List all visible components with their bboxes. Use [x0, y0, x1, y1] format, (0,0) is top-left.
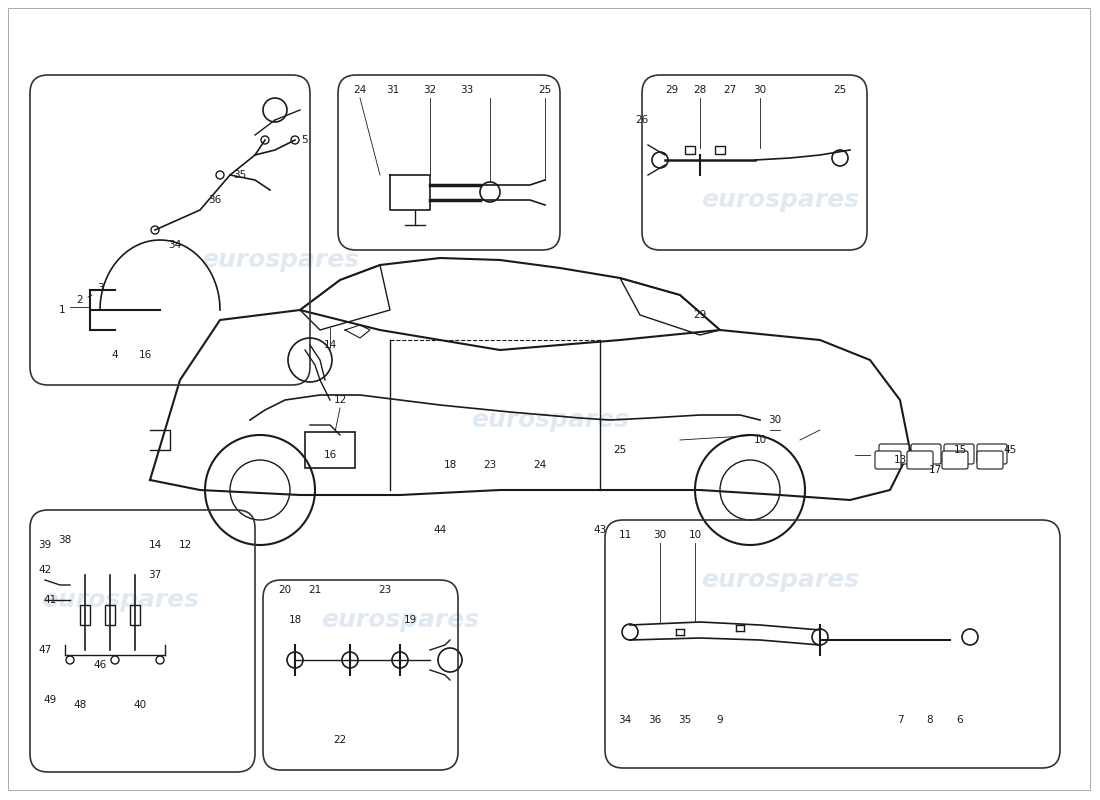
- Text: 20: 20: [278, 585, 292, 595]
- Text: 17: 17: [928, 465, 942, 475]
- Text: 3: 3: [97, 283, 103, 293]
- Text: 34: 34: [618, 715, 631, 725]
- Text: 30: 30: [653, 530, 667, 540]
- Text: 35: 35: [679, 715, 692, 725]
- Text: 4: 4: [112, 350, 119, 360]
- Text: 18: 18: [288, 615, 301, 625]
- Text: 25: 25: [834, 85, 847, 95]
- Text: 18: 18: [443, 460, 456, 470]
- Text: 37: 37: [148, 570, 162, 580]
- Text: 23: 23: [378, 585, 392, 595]
- Text: 34: 34: [168, 240, 182, 250]
- Text: 8: 8: [926, 715, 933, 725]
- Text: 36: 36: [648, 715, 661, 725]
- Text: 14: 14: [148, 540, 162, 550]
- Text: 5: 5: [301, 135, 308, 145]
- Text: 14: 14: [323, 340, 337, 350]
- Text: 31: 31: [386, 85, 399, 95]
- Text: 43: 43: [593, 525, 606, 535]
- Text: 27: 27: [724, 85, 737, 95]
- Bar: [305, 432, 355, 468]
- Text: 22: 22: [333, 735, 346, 745]
- Text: 7: 7: [896, 715, 903, 725]
- Text: 28: 28: [693, 85, 706, 95]
- Text: 21: 21: [308, 585, 321, 595]
- FancyBboxPatch shape: [977, 451, 1003, 469]
- Text: 6: 6: [957, 715, 964, 725]
- Text: 16: 16: [323, 450, 337, 460]
- Text: eurospares: eurospares: [701, 568, 859, 592]
- Text: 48: 48: [74, 700, 87, 710]
- Text: 33: 33: [461, 85, 474, 95]
- Bar: [715, 146, 725, 154]
- Text: 25: 25: [538, 85, 551, 95]
- Text: 19: 19: [404, 615, 417, 625]
- Text: 49: 49: [43, 695, 56, 705]
- Text: 10: 10: [754, 435, 767, 445]
- Text: 10: 10: [689, 530, 702, 540]
- Bar: [80, 605, 90, 625]
- Text: 32: 32: [424, 85, 437, 95]
- Text: 41: 41: [43, 595, 56, 605]
- FancyBboxPatch shape: [874, 451, 901, 469]
- Bar: [130, 605, 140, 625]
- Text: 2: 2: [77, 295, 84, 305]
- Text: 30: 30: [769, 415, 782, 425]
- Text: 42: 42: [39, 565, 52, 575]
- FancyBboxPatch shape: [977, 444, 1007, 464]
- FancyBboxPatch shape: [942, 451, 968, 469]
- Text: 36: 36: [208, 195, 221, 205]
- Bar: [685, 146, 695, 154]
- Text: eurospares: eurospares: [201, 248, 359, 272]
- FancyBboxPatch shape: [911, 444, 940, 464]
- FancyBboxPatch shape: [879, 444, 909, 464]
- Text: 25: 25: [614, 445, 627, 455]
- Text: 23: 23: [483, 460, 496, 470]
- Text: eurospares: eurospares: [321, 608, 480, 632]
- Text: 47: 47: [39, 645, 52, 655]
- Text: 11: 11: [618, 530, 631, 540]
- Text: 12: 12: [178, 540, 191, 550]
- Text: 24: 24: [534, 460, 547, 470]
- Text: 13: 13: [893, 455, 906, 465]
- Text: eurospares: eurospares: [41, 588, 199, 612]
- Text: 38: 38: [58, 535, 72, 545]
- Text: 39: 39: [39, 540, 52, 550]
- Text: 16: 16: [139, 350, 152, 360]
- Text: 44: 44: [433, 525, 447, 535]
- Text: 40: 40: [133, 700, 146, 710]
- Text: 9: 9: [717, 715, 724, 725]
- Text: eurospares: eurospares: [471, 408, 629, 432]
- Text: eurospares: eurospares: [701, 188, 859, 212]
- Text: 29: 29: [666, 85, 679, 95]
- Text: 26: 26: [636, 115, 649, 125]
- Bar: [104, 605, 116, 625]
- FancyBboxPatch shape: [944, 444, 974, 464]
- Text: 45: 45: [1003, 445, 1016, 455]
- Text: 30: 30: [754, 85, 767, 95]
- Text: 12: 12: [333, 395, 346, 405]
- Text: 1: 1: [58, 305, 65, 315]
- Text: 46: 46: [94, 660, 107, 670]
- Text: 15: 15: [954, 445, 967, 455]
- Text: 29: 29: [693, 310, 706, 320]
- Text: 35: 35: [233, 170, 246, 180]
- Text: 24: 24: [353, 85, 366, 95]
- FancyBboxPatch shape: [908, 451, 933, 469]
